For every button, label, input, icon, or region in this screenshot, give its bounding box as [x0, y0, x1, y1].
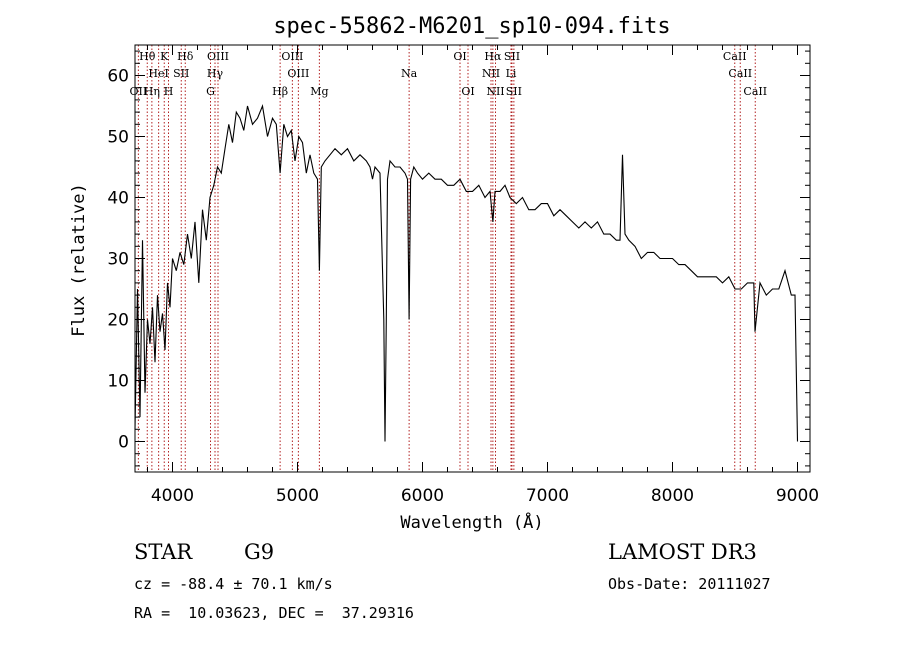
y-tick-label-1: 10: [107, 372, 129, 392]
observation-date: Obs-Date: 20111027: [608, 575, 771, 593]
line-label-19: H: [164, 85, 174, 98]
y-tick-label-6: 60: [107, 67, 129, 87]
spectrum-line: [134, 103, 799, 442]
chart-title: spec-55862-M6201_sp10-094.fits: [273, 14, 670, 39]
redshift-velocity: cz = -88.4 ± 70.1 km/s: [134, 575, 333, 593]
line-label-1: K: [160, 50, 169, 63]
line-label-16: CaII: [728, 67, 752, 80]
line-label-18: Hη: [144, 85, 160, 98]
line-label-14: NII: [482, 67, 500, 80]
object-subclass: G9: [244, 540, 275, 564]
line-label-10: SII: [173, 67, 189, 80]
y-tick-label-5: 50: [107, 128, 129, 148]
line-label-12: OIII: [287, 67, 309, 80]
line-label-5: OI: [453, 50, 466, 63]
line-label-6: Hα: [484, 50, 502, 63]
object-class: STAR: [134, 540, 193, 564]
line-label-13: Na: [401, 67, 418, 80]
plot-frame: [134, 44, 811, 473]
x-axis-ticks: 4000 5000 6000 7000 8000 9000: [147, 45, 819, 506]
y-tick-label-4: 40: [107, 189, 129, 209]
y-axis-label: Flux (relative): [69, 183, 89, 337]
line-label-21: Hβ: [272, 85, 288, 98]
y-axis-ticks: 0 10 20 30 40 50 60: [107, 50, 810, 467]
line-label-11: Hγ: [207, 67, 224, 80]
y-tick-label-0: 0: [118, 433, 129, 453]
emission-line-markers: [137, 45, 756, 472]
x-tick-label-1: 5000: [276, 486, 319, 506]
line-label-7: SII: [504, 50, 520, 63]
line-label-24: NII: [486, 85, 504, 98]
line-label-25: SII: [506, 85, 522, 98]
line-label-8: CaII: [723, 50, 747, 63]
line-label-23: OI: [461, 85, 474, 98]
line-label-15: Li: [506, 67, 517, 80]
y-tick-label-2: 20: [107, 311, 129, 331]
x-tick-label-3: 7000: [526, 486, 569, 506]
line-label-20: G: [206, 85, 215, 98]
survey-name: LAMOST DR3: [608, 540, 757, 564]
line-label-9: HeI: [148, 67, 168, 80]
line-label-17: OII: [130, 85, 148, 98]
line-label-26: CaII: [743, 85, 767, 98]
line-label-22: Mg: [310, 85, 328, 98]
line-label-0: Hθ: [139, 50, 156, 63]
line-label-4: OIII: [281, 50, 303, 63]
coordinates: RA = 10.03623, DEC = 37.29316: [134, 604, 414, 622]
line-label-3: OIII: [207, 50, 229, 63]
x-tick-label-2: 6000: [401, 486, 444, 506]
x-tick-label-0: 4000: [151, 486, 194, 506]
x-tick-label-5: 9000: [776, 486, 819, 506]
y-tick-label-3: 30: [107, 250, 129, 270]
x-tick-label-4: 8000: [651, 486, 694, 506]
line-label-2: Hδ: [177, 50, 194, 63]
x-axis-label: Wavelength (Å): [400, 511, 543, 533]
